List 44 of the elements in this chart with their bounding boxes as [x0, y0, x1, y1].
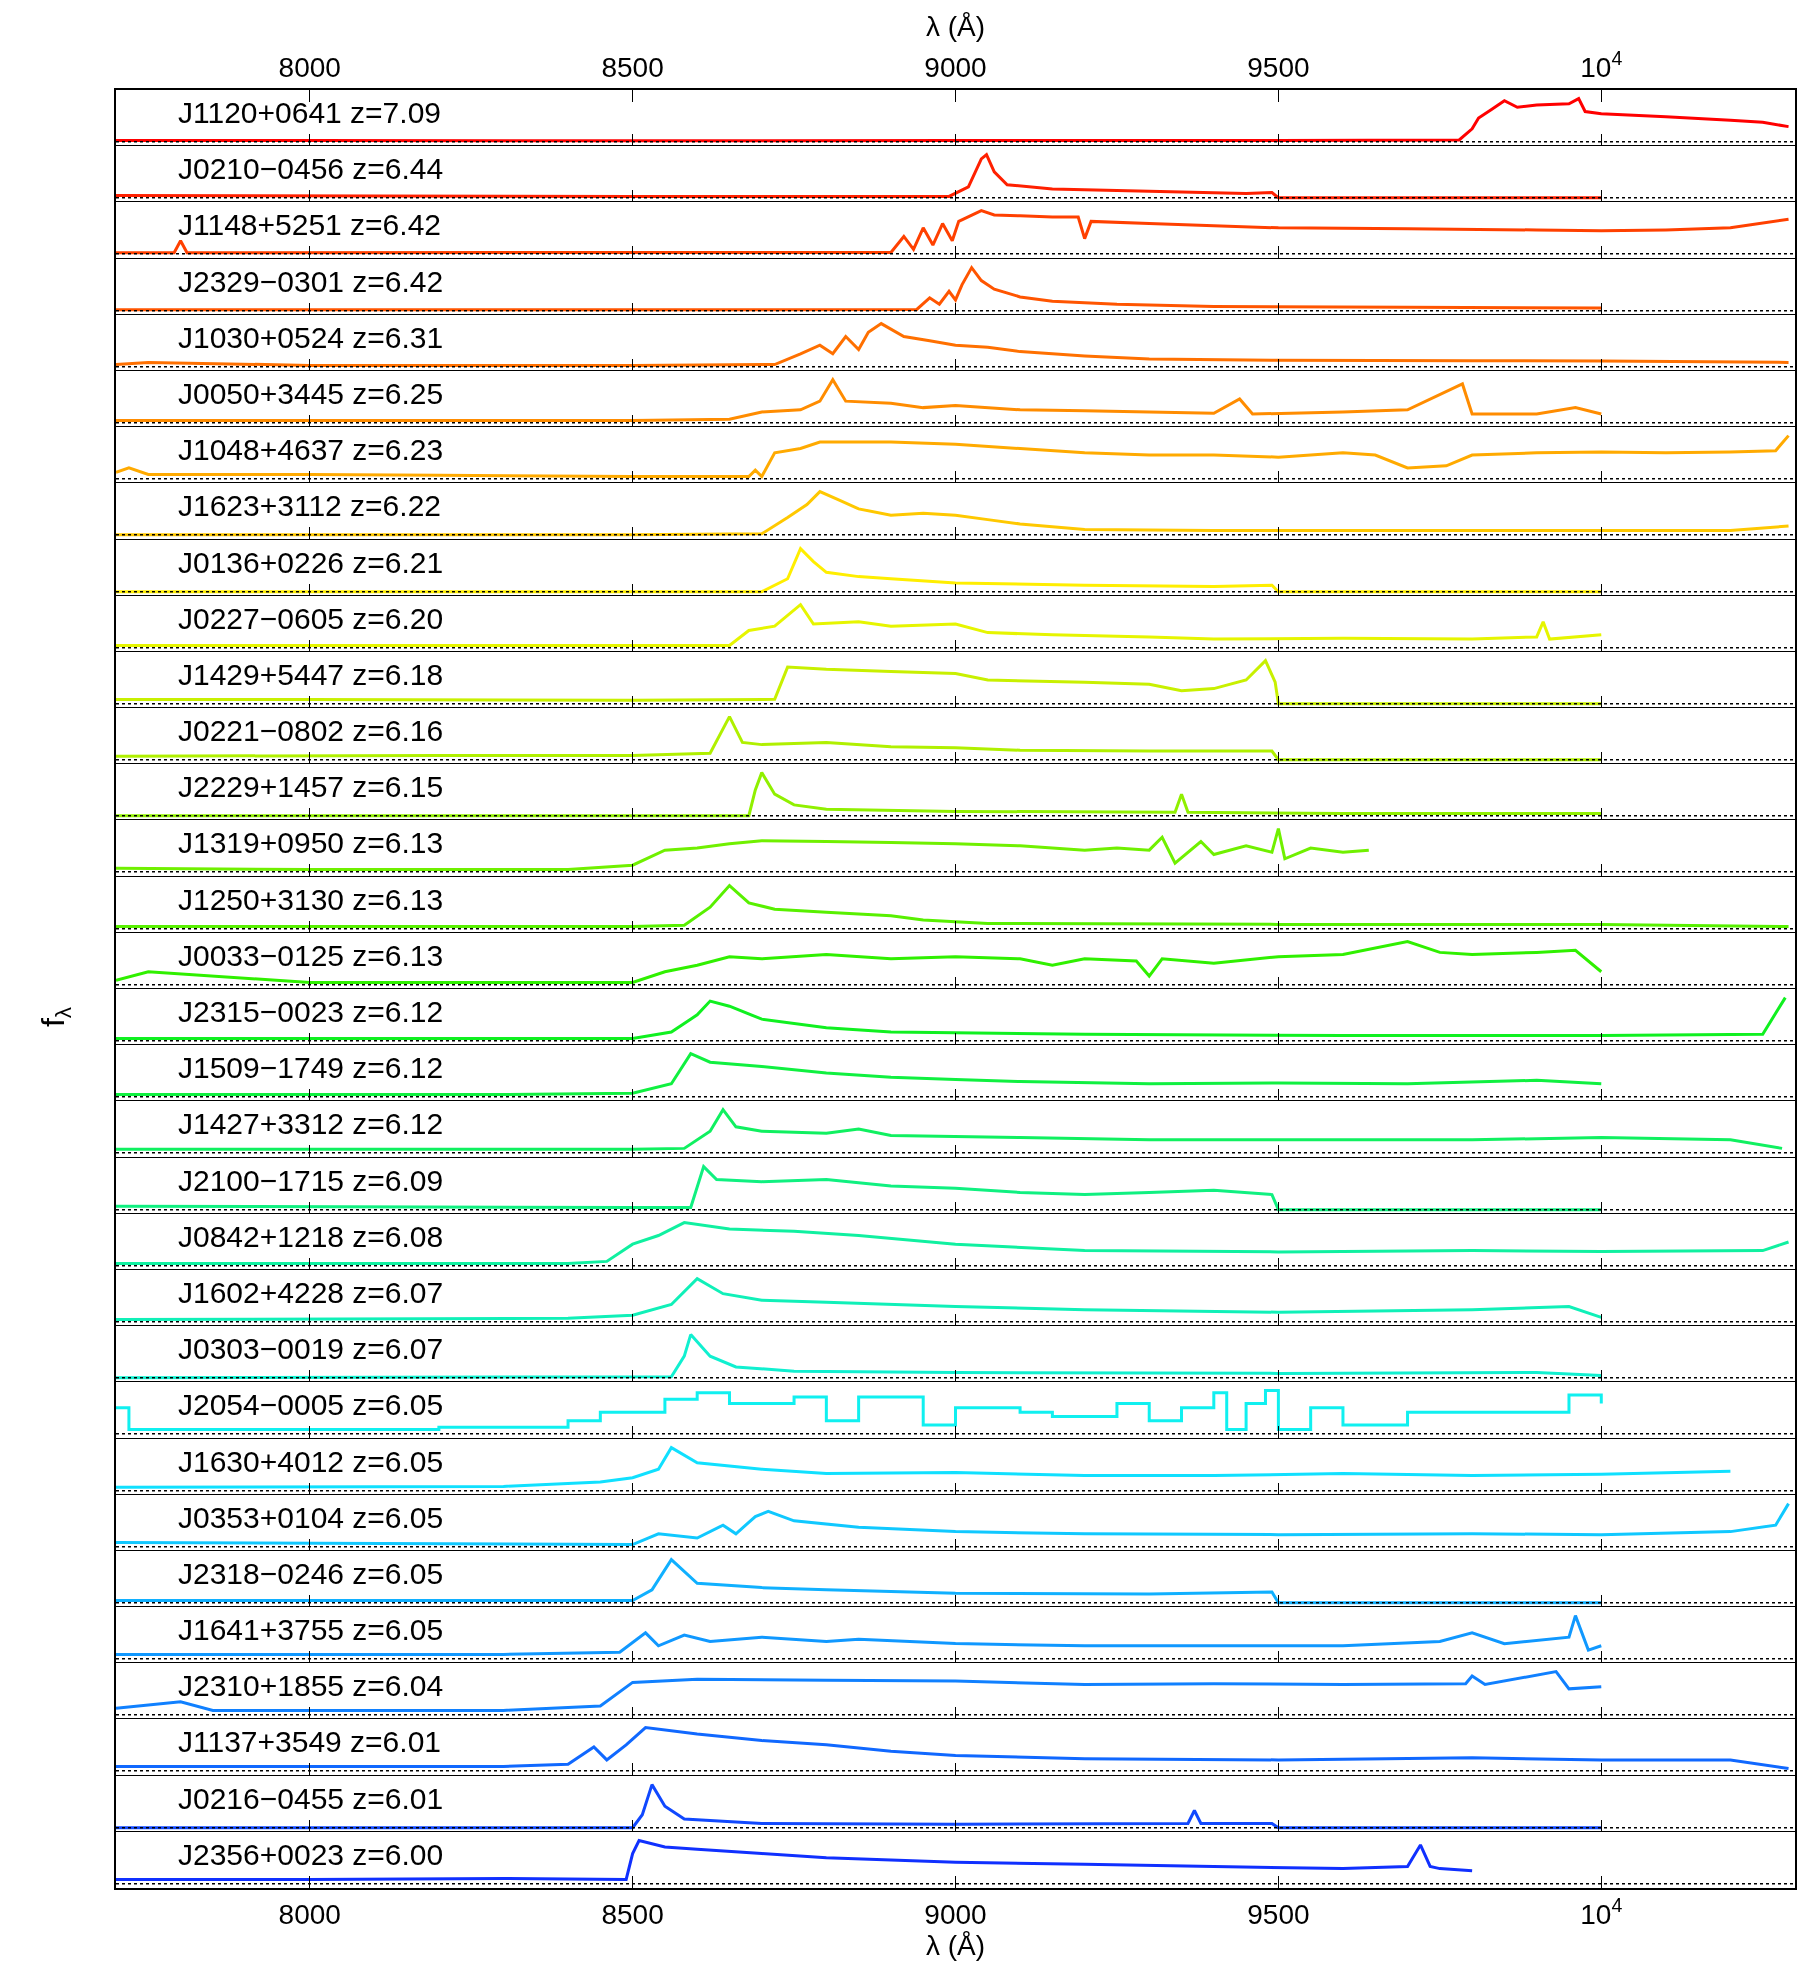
- annotation: J1429+5447 z=6.18: [178, 657, 444, 691]
- annotation: J0050+3445 z=6.25: [178, 376, 444, 410]
- annotation: J2315−0023 z=6.12: [178, 995, 444, 1028]
- annotation: J1630+4012 z=6.05: [178, 1444, 444, 1478]
- annotation: J0216−0455 z=6.01: [178, 1781, 444, 1815]
- annotation: J1250+3130 z=6.13: [178, 882, 444, 916]
- x-tick-label: 9500: [1247, 51, 1310, 83]
- annotation: J1509−1749 z=6.12: [178, 1051, 444, 1085]
- annotation: J2318−0246 z=6.05: [178, 1556, 444, 1590]
- annotation: J1623+3112 z=6.22: [178, 489, 442, 523]
- annotation: J1602+4228 z=6.07: [178, 1275, 444, 1309]
- annotation: J0353+0104 z=6.05: [178, 1500, 444, 1534]
- annotation: J0303−0019 z=6.07: [178, 1332, 444, 1366]
- x-tick-label: 8500: [601, 51, 664, 83]
- x-tick-label: 9000: [924, 51, 987, 83]
- x-tick-label: 8000: [278, 1898, 341, 1930]
- annotation: J0221−0802 z=6.16: [178, 714, 444, 748]
- x-tick-label: 8000: [278, 51, 341, 83]
- annotation: J2054−0005 z=6.05: [178, 1388, 444, 1422]
- x-tick-label: 9500: [1247, 1898, 1310, 1930]
- annotation: J1427+3312 z=6.12: [178, 1107, 444, 1141]
- annotation: J1641+3755 z=6.05: [178, 1613, 444, 1647]
- x-tick-label: 9000: [924, 1898, 987, 1930]
- annotation: J1137+3549 z=6.01: [178, 1725, 442, 1759]
- x-tick-label: 10$^{4}$: [1580, 47, 1623, 83]
- x-tick-label: 10$^{4}$: [1580, 1893, 1623, 1930]
- annotation: J2100−1715 z=6.09: [178, 1163, 444, 1197]
- annotation: J0227−0605 z=6.20: [178, 601, 444, 635]
- annotation: J0033−0125 z=6.13: [178, 938, 444, 972]
- annotation: J1120+0641 z=7.09: [178, 96, 442, 129]
- x-axis-title: λ (Å): [925, 11, 986, 43]
- annotation: J1048+4637 z=6.23: [178, 433, 444, 467]
- x-tick-label: 8500: [601, 1898, 664, 1930]
- annotation: J1030+0524 z=6.31: [178, 320, 444, 354]
- annotation: J2310+1855 z=6.04: [178, 1669, 444, 1703]
- annotation: J2329−0301 z=6.42: [178, 264, 444, 298]
- annotation: J0136+0226 z=6.21: [178, 545, 444, 579]
- annotation: J0842+1218 z=6.08: [178, 1219, 444, 1253]
- annotation: J1148+5251 z=6.42: [178, 208, 442, 242]
- annotation: J2356+0023 z=6.00: [178, 1837, 444, 1871]
- annotation: J0210−0456 z=6.44: [178, 152, 444, 186]
- annotation: J1319+0950 z=6.13: [178, 826, 444, 860]
- x-axis-title: λ (Å): [925, 1929, 986, 1961]
- annotation: J2229+1457 z=6.15: [178, 770, 444, 804]
